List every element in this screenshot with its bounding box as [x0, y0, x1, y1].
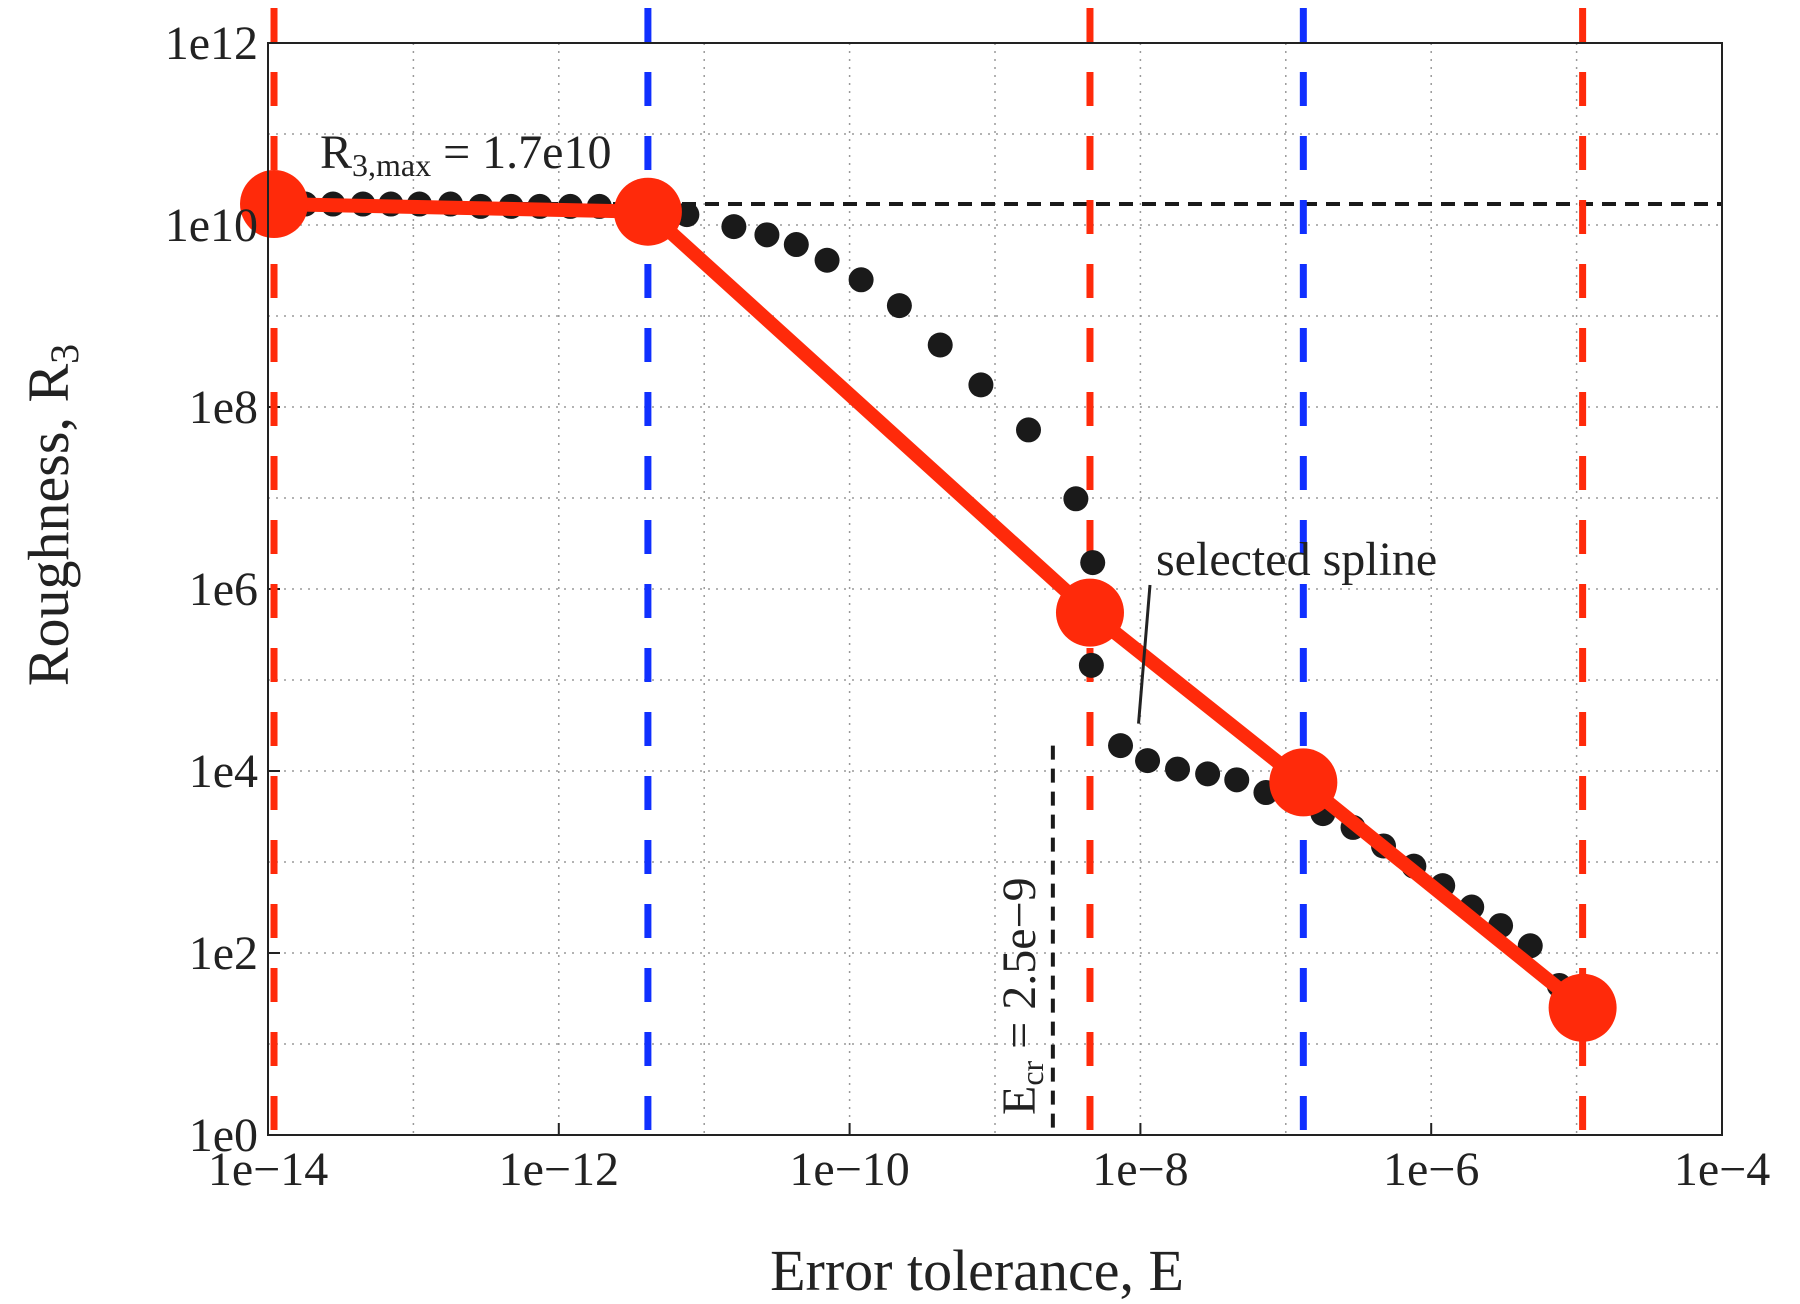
- black-data-point: [968, 372, 994, 398]
- plot-frame: [267, 42, 1723, 1136]
- ecr-annotation: Ecr = 2.5e−9: [993, 877, 1050, 1115]
- y-axis-label-sub: 3: [42, 344, 87, 364]
- black-data-point: [814, 247, 840, 273]
- black-data-point: [721, 214, 747, 240]
- black-data-point: [1108, 733, 1134, 759]
- y-axis-label-main: Roughness, R: [16, 364, 81, 687]
- y-tick-label: 1e4: [189, 745, 258, 798]
- selected-spline-label: selected spline: [1156, 533, 1437, 586]
- y-tick-label: 1e12: [165, 17, 258, 70]
- x-tick-labels: 1e−14 1e−12 1e−10 1e−8 1e−6 1e−4: [208, 1143, 1770, 1196]
- ecr-value: = 2.5e−9: [993, 877, 1046, 1060]
- y-tick-label: 1e0: [189, 1109, 258, 1162]
- y-axis-label: Roughness, R3: [16, 344, 87, 686]
- black-data-point: [1135, 748, 1161, 774]
- x-axis-label: Error tolerance, E: [770, 1238, 1184, 1303]
- black-data-point: [1224, 767, 1250, 793]
- r3max-value: = 1.7e10: [431, 126, 611, 179]
- selected-spline-pointer: [1137, 584, 1152, 724]
- red-data-point: [1055, 578, 1124, 647]
- y-tick-label: 1e2: [189, 927, 258, 980]
- black-data-point: [1080, 550, 1106, 576]
- black-data-point: [783, 232, 809, 258]
- ecr-main: E: [993, 1086, 1046, 1115]
- red-series-line: [273, 197, 1587, 1014]
- r3max-annotation: R3,max = 1.7e10: [320, 126, 611, 183]
- y-tick-label: 1e6: [189, 563, 258, 616]
- black-data-point: [754, 222, 780, 248]
- y-tick-label: 1e10: [165, 199, 258, 252]
- black-data-point: [1078, 652, 1104, 678]
- x-tick-label: 1e−6: [1383, 1143, 1479, 1196]
- x-tick-label: 1e−4: [1674, 1143, 1770, 1196]
- black-data-point: [1063, 486, 1089, 512]
- x-tick-label: 1e−8: [1092, 1143, 1188, 1196]
- black-data-point: [886, 293, 912, 319]
- red-data-point: [1269, 748, 1338, 817]
- r3max-sub: 3,max: [352, 147, 431, 183]
- x-tick-label: 1e−10: [789, 1143, 909, 1196]
- black-data-point: [927, 332, 953, 358]
- black-data-point: [1195, 761, 1221, 787]
- red-data-point: [613, 177, 682, 246]
- x-tick-label: 1e−14: [208, 1143, 328, 1196]
- black-data-point: [848, 267, 874, 293]
- x-tick-label: 1e−12: [499, 1143, 619, 1196]
- red-selected-series: [240, 170, 1617, 1042]
- red-data-point: [240, 170, 309, 239]
- y-tick-labels: 1e0 1e2 1e4 1e6 1e8 1e10 1e12: [165, 17, 258, 1162]
- r3max-main: R: [320, 126, 352, 179]
- red-data-point: [1548, 973, 1617, 1042]
- black-data-point: [1016, 417, 1042, 443]
- y-tick-label: 1e8: [189, 381, 258, 434]
- black-data-point: [1165, 756, 1191, 782]
- black-dot-series: [267, 191, 1572, 998]
- ecr-sub: cr: [1014, 1060, 1050, 1085]
